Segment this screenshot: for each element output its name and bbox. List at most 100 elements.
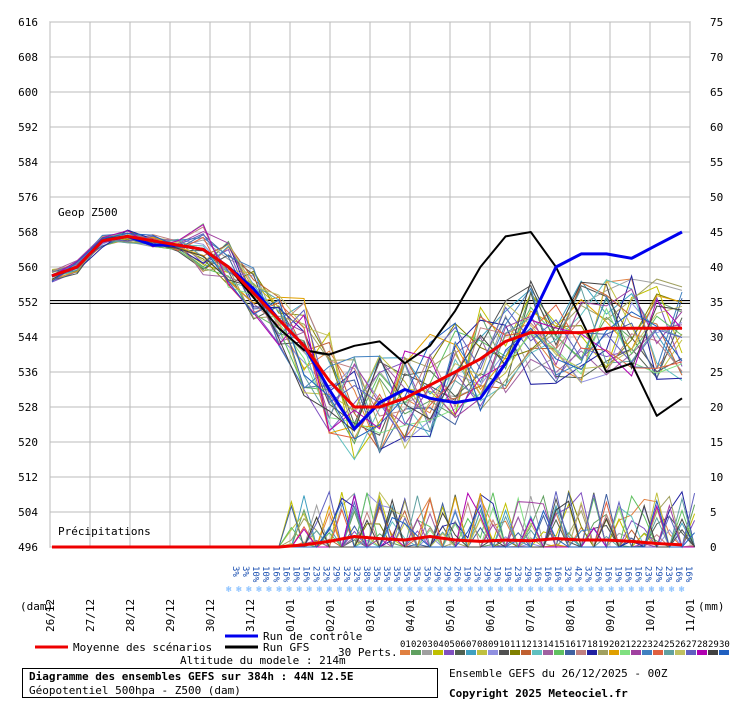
snow-icon: ❄ bbox=[437, 585, 443, 595]
snow-icon: ❄ bbox=[357, 585, 363, 595]
percent-label: 10% bbox=[290, 566, 300, 583]
snow-icon: ❄ bbox=[598, 585, 604, 595]
legend-mean-label: Moyenne des scénarios bbox=[73, 641, 212, 654]
percent-label: 29% bbox=[653, 566, 663, 583]
snow-icon: ❄ bbox=[538, 585, 544, 595]
snow-icon: ❄ bbox=[447, 585, 453, 595]
percent-label: 10% bbox=[260, 566, 270, 583]
x-tick-label: 04/01 bbox=[404, 599, 417, 632]
legend-pert-swatch bbox=[444, 650, 454, 655]
legend-pert-swatch bbox=[642, 650, 652, 655]
y-tick-label: 560 bbox=[18, 261, 38, 274]
legend-pert-swatch bbox=[422, 650, 432, 655]
x-axis-labels: 26/12 27/12 28/12 29/12 30/12 31/12 01/01 02/01… bbox=[44, 599, 697, 632]
snow-icon: ❄ bbox=[548, 585, 554, 595]
percent-label: 3% bbox=[240, 566, 250, 577]
ensemble-run: Ensemble GEFS du 26/12/2025 - 00Z bbox=[449, 667, 668, 680]
percent-label: 29% bbox=[431, 566, 441, 583]
chart-grid bbox=[49, 21, 691, 548]
y-right-tick-label: 0 bbox=[710, 541, 717, 554]
percent-label: 29% bbox=[441, 566, 451, 583]
percent-label: 42% bbox=[572, 566, 582, 583]
snow-icon: ❄ bbox=[387, 585, 393, 595]
percent-label: 35% bbox=[421, 566, 431, 583]
percent-label: 29% bbox=[522, 566, 532, 583]
x-tick-label: 08/01 bbox=[564, 599, 577, 632]
legend-pert-swatch bbox=[664, 650, 674, 655]
y-tick-label: 552 bbox=[18, 296, 38, 309]
legend-pert-number: 07 bbox=[466, 640, 477, 650]
y-right-tick-label: 60 bbox=[710, 121, 723, 134]
snow-icon: ❄ bbox=[679, 585, 685, 595]
legend-pert-number: 25 bbox=[664, 640, 675, 650]
x-tick-label: 09/01 bbox=[604, 599, 617, 632]
percent-bar-bg bbox=[225, 562, 688, 592]
percent-label: 38% bbox=[361, 566, 371, 583]
y-right-tick-label: 45 bbox=[710, 226, 723, 239]
legend-pert-swatch bbox=[697, 650, 707, 655]
ensemble-member-line bbox=[51, 226, 683, 417]
snow-icon: ❄ bbox=[226, 585, 232, 595]
percent-label: 23% bbox=[663, 566, 673, 583]
y-tick-label: 608 bbox=[18, 51, 38, 64]
legend-pert-swatch bbox=[400, 650, 410, 655]
y-tick-label: 544 bbox=[18, 331, 38, 344]
legend-pert-number: 20 bbox=[609, 640, 620, 650]
percent-label: 3% bbox=[230, 566, 240, 577]
percent-label: 16% bbox=[673, 566, 683, 583]
legend-pert-number: 08 bbox=[477, 640, 488, 650]
percent-label: 35% bbox=[371, 566, 381, 583]
legend-pert-number: 14 bbox=[543, 640, 554, 650]
y-axis-left-labels: 496 504 512 520 528 536 544 552 560 568 576 584 592 6… bbox=[18, 16, 38, 554]
y-tick-label: 536 bbox=[18, 366, 38, 379]
y-tick-label: 496 bbox=[18, 541, 38, 554]
percent-label: 16% bbox=[633, 566, 643, 583]
snow-icon: ❄ bbox=[236, 585, 242, 595]
x-tick-label: 01/01 bbox=[284, 599, 297, 632]
x-tick-label: 05/01 bbox=[444, 599, 457, 632]
snow-icon: ❄ bbox=[367, 585, 373, 595]
percent-label: 29% bbox=[331, 566, 341, 583]
legend-pert-swatch bbox=[411, 650, 421, 655]
snow-icon: ❄ bbox=[286, 585, 292, 595]
snow-icon: ❄ bbox=[256, 585, 262, 595]
ensemble-members bbox=[51, 222, 683, 461]
percent-label: 32% bbox=[351, 566, 361, 583]
percent-label: 26% bbox=[451, 566, 461, 583]
snow-icon: ❄ bbox=[518, 585, 524, 595]
legend-pert-number: 17 bbox=[576, 640, 587, 650]
legend: Moyenne des scénarios Run de contrôleRun … bbox=[35, 630, 730, 667]
ensemble-member-line bbox=[51, 236, 683, 434]
chart-title-box: Diagramme des ensembles GEFS sur 384h : … bbox=[22, 668, 438, 698]
legend-pert-swatch bbox=[433, 650, 443, 655]
legend-pert-number: 12 bbox=[521, 640, 532, 650]
y-tick-label: 512 bbox=[18, 471, 38, 484]
snow-icon: ❄ bbox=[317, 585, 323, 595]
snow-icon: ❄ bbox=[407, 585, 413, 595]
percent-label: 35% bbox=[381, 566, 391, 583]
y-right-tick-label: 70 bbox=[710, 51, 723, 64]
percent-label: 26% bbox=[592, 566, 602, 583]
legend-control-label: Run de contrôle bbox=[263, 630, 362, 643]
percent-label: 35% bbox=[401, 566, 411, 583]
y-right-tick-label: 65 bbox=[710, 86, 723, 99]
legend-pert-swatch bbox=[466, 650, 476, 655]
y-tick-label: 616 bbox=[18, 16, 38, 29]
y-right-tick-label: 35 bbox=[710, 296, 723, 309]
snow-icon: ❄ bbox=[458, 585, 464, 595]
percent-label: 10% bbox=[250, 566, 260, 583]
percent-label: 16% bbox=[270, 566, 280, 583]
snow-icon: ❄ bbox=[578, 585, 584, 595]
legend-pert-number: 13 bbox=[532, 640, 543, 650]
snow-icon: ❄ bbox=[276, 585, 282, 595]
legend-pert-number: 05 bbox=[444, 640, 455, 650]
x-tick-label: 26/12 bbox=[44, 599, 57, 632]
ensemble-member-line bbox=[51, 232, 683, 440]
legend-pert-swatch bbox=[631, 650, 641, 655]
legend-pert-number: 30 bbox=[719, 640, 730, 650]
legend-pert-number: 18 bbox=[587, 640, 598, 650]
legend-pert-swatch bbox=[686, 650, 696, 655]
y-tick-label: 504 bbox=[18, 506, 38, 519]
chart-subtitle: Géopotentiel 500hpa - Z500 (dam) bbox=[29, 684, 241, 697]
snow-icon: ❄ bbox=[588, 585, 594, 595]
